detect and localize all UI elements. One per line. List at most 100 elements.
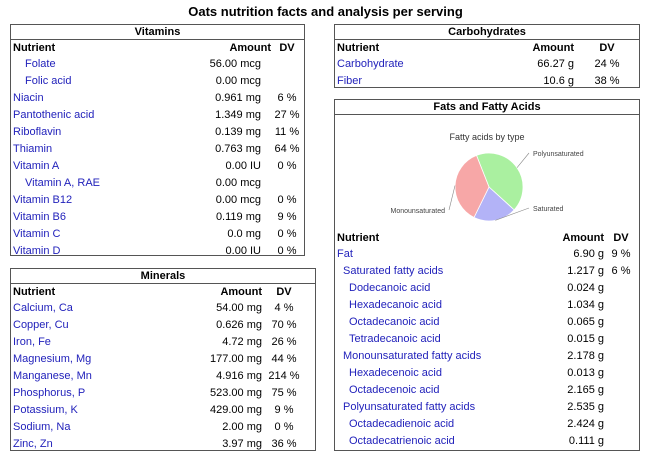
mineral-nutrient-link[interactable]: Iron, Fe — [13, 336, 51, 348]
minerals-title: Minerals — [11, 269, 315, 284]
fat-nutrient-link[interactable]: Fat — [337, 248, 353, 260]
fat-nutrient-link[interactable]: Hexadecanoic acid — [349, 299, 442, 311]
fat-row-saturated-fatty-acids: Saturated fatty acids 1.217 g 6 % — [335, 263, 639, 280]
chart-title: Fatty acids by type — [449, 132, 524, 142]
vitamin-nutrient-link[interactable]: Pantothenic acid — [13, 109, 95, 121]
fat-row-octadecanoic-acid: Octadecanoic acid 0.065 g — [335, 314, 639, 331]
mineral-amount: 523.00 mg — [210, 387, 262, 399]
vitamins-title: Vitamins — [11, 25, 304, 40]
mineral-nutrient-link[interactable]: Phosphorus, P — [13, 387, 86, 399]
vitamin-nutrient-link[interactable]: Niacin — [13, 92, 44, 104]
vitamin-amount: 0.00 mcg — [215, 194, 261, 206]
fat-row-hexadecenoic-acid: Hexadecenoic acid 0.013 g — [335, 365, 639, 382]
vitamin-nutrient-link[interactable]: Vitamin A, RAE — [25, 177, 100, 189]
fat-row-dodecanoic-acid: Dodecanoic acid 0.024 g — [335, 280, 639, 297]
fat-nutrient-link[interactable]: Saturated fatty acids — [343, 265, 444, 277]
pie-label-polyunsaturated: Polyunsaturated — [533, 151, 584, 158]
fatty-acids-pie-svg: Fatty acids by type Polyunsaturated Satur… — [391, 132, 584, 222]
vitamin-amount: 0.00 mcg — [215, 177, 261, 189]
vitamin-nutrient-link[interactable]: Vitamin A — [13, 160, 60, 172]
vitamin-dv: 11 % — [274, 126, 300, 138]
fat-nutrient-link[interactable]: Dodecanoic acid — [349, 282, 431, 294]
vitamin-row-niacin: Niacin 0.961 mg 6 % — [11, 90, 304, 107]
mineral-row-potassium-k: Potassium, K 429.00 mg 9 % — [11, 402, 315, 419]
mineral-nutrient-link[interactable]: Sodium, Na — [13, 421, 71, 433]
vitamin-row-vitamin-b6: Vitamin B6 0.119 mg 9 % — [11, 209, 304, 226]
fat-nutrient-link[interactable]: Monounsaturated fatty acids — [343, 350, 482, 362]
vitamin-amount: 0.00 IU — [225, 245, 261, 257]
vitamin-dv: 0 % — [277, 160, 297, 172]
fat-row-polyunsaturated-fatty-acids: Polyunsaturated fatty acids 2.535 g — [335, 399, 639, 416]
mineral-nutrient-link[interactable]: Zinc, Zn — [13, 438, 53, 450]
pie-leader-monounsaturated — [448, 185, 456, 211]
carbohydrates-header-row: Nutrient Amount DV — [335, 40, 639, 56]
vitamin-nutrient-link[interactable]: Vitamin B12 — [13, 194, 73, 206]
pie-leader-saturated — [495, 207, 530, 221]
minerals-panel: Minerals Nutrient Amount DV Calcium, Ca 5… — [10, 268, 316, 451]
mineral-nutrient-link[interactable]: Potassium, K — [13, 404, 78, 416]
fat-row-tetradecanoic-acid: Tetradecanoic acid 0.015 g — [335, 331, 639, 348]
fat-amount: 0.024 g — [567, 282, 604, 294]
mineral-amount: 0.626 mg — [216, 319, 262, 331]
fats-panel: Fats and Fatty Acids Fatty acids by type… — [334, 99, 640, 451]
vitamin-amount: 56.00 mcg — [209, 58, 261, 70]
mineral-dv: 4 % — [274, 302, 294, 314]
vitamin-row-vitamin-a: Vitamin A 0.00 IU 0 % — [11, 158, 304, 175]
mineral-row-sodium-na: Sodium, Na 2.00 mg 0 % — [11, 419, 315, 436]
vitamin-nutrient-link[interactable]: Vitamin B6 — [13, 211, 66, 223]
fat-amount: 2.178 g — [567, 350, 604, 362]
fat-amount: 2.424 g — [567, 418, 604, 430]
vitamin-amount: 0.00 IU — [225, 160, 261, 172]
mineral-amount: 2.00 mg — [222, 421, 262, 433]
fatty-acids-chart: Fatty acids by type Polyunsaturated Satur… — [335, 114, 639, 246]
vitamin-nutrient-link[interactable]: Folic acid — [25, 75, 72, 87]
vitamin-amount: 0.0 mg — [227, 228, 261, 240]
vitamin-nutrient-link[interactable]: Folate — [25, 58, 56, 70]
carbohydrates-panel: Carbohydrates Nutrient Amount DV Carbohy… — [334, 24, 640, 88]
mineral-nutrient-link[interactable]: Copper, Cu — [13, 319, 69, 331]
carbohydrate-row-carbohydrate: Carbohydrate 66.27 g 24 % — [335, 56, 639, 73]
vitamin-row-thiamin: Thiamin 0.763 mg 64 % — [11, 141, 304, 158]
fat-row-octadecenoic-acid: Octadecenoic acid 2.165 g — [335, 382, 639, 399]
carbohydrate-nutrient-link[interactable]: Fiber — [337, 75, 363, 87]
mineral-row-iron-fe: Iron, Fe 4.72 mg 26 % — [11, 334, 315, 351]
fat-nutrient-link[interactable]: Hexadecenoic acid — [349, 367, 442, 379]
mineral-amount: 3.97 mg — [222, 438, 262, 450]
fat-amount: 0.065 g — [567, 316, 604, 328]
vitamin-nutrient-link[interactable]: Riboflavin — [13, 126, 62, 138]
fat-amount: 0.013 g — [567, 367, 604, 379]
mineral-nutrient-link[interactable]: Manganese, Mn — [13, 370, 92, 382]
fats-header-amount: Amount — [562, 232, 604, 244]
vitamin-amount: 0.763 mg — [215, 143, 261, 155]
vitamin-nutrient-link[interactable]: Thiamin — [13, 143, 53, 155]
carbohydrate-nutrient-link[interactable]: Carbohydrate — [337, 58, 404, 70]
fat-amount: 6.90 g — [573, 248, 604, 260]
mineral-row-zinc-zn: Zinc, Zn 3.97 mg 36 % — [11, 436, 315, 453]
carbohydrate-row-fiber: Fiber 10.6 g 38 % — [335, 73, 639, 90]
fat-amount: 0.111 g — [568, 435, 604, 447]
mineral-amount: 54.00 mg — [216, 302, 262, 314]
fat-nutrient-link[interactable]: Octadecenoic acid — [349, 384, 440, 396]
carbohydrate-amount: 66.27 g — [537, 58, 574, 70]
mineral-nutrient-link[interactable]: Magnesium, Mg — [13, 353, 92, 365]
fat-nutrient-link[interactable]: Polyunsaturated fatty acids — [343, 401, 476, 413]
minerals-header-dv: DV — [276, 286, 292, 298]
pie-label-saturated: Saturated — [533, 206, 563, 213]
fat-row-octadecadienoic-acid: Octadecadienoic acid 2.424 g — [335, 416, 639, 433]
fat-nutrient-link[interactable]: Octadecatrienoic acid — [349, 435, 455, 447]
fat-nutrient-link[interactable]: Octadecadienoic acid — [349, 418, 455, 430]
carbohydrate-dv: 38 % — [594, 75, 620, 87]
vitamin-nutrient-link[interactable]: Vitamin C — [13, 228, 61, 240]
mineral-dv: 44 % — [271, 353, 297, 365]
carbohydrates-header-dv: DV — [599, 42, 615, 54]
mineral-amount: 4.72 mg — [222, 336, 262, 348]
vitamin-amount: 1.349 mg — [215, 109, 261, 121]
mineral-nutrient-link[interactable]: Calcium, Ca — [13, 302, 73, 314]
mineral-dv: 26 % — [271, 336, 297, 348]
fat-nutrient-link[interactable]: Tetradecanoic acid — [349, 333, 441, 345]
fat-nutrient-link[interactable]: Octadecanoic acid — [349, 316, 440, 328]
pie-slice-polyunsaturated — [475, 152, 524, 211]
minerals-header-amount: Amount — [220, 286, 262, 298]
vitamin-dv: 0 % — [277, 194, 297, 206]
vitamin-nutrient-link[interactable]: Vitamin D — [13, 245, 61, 257]
